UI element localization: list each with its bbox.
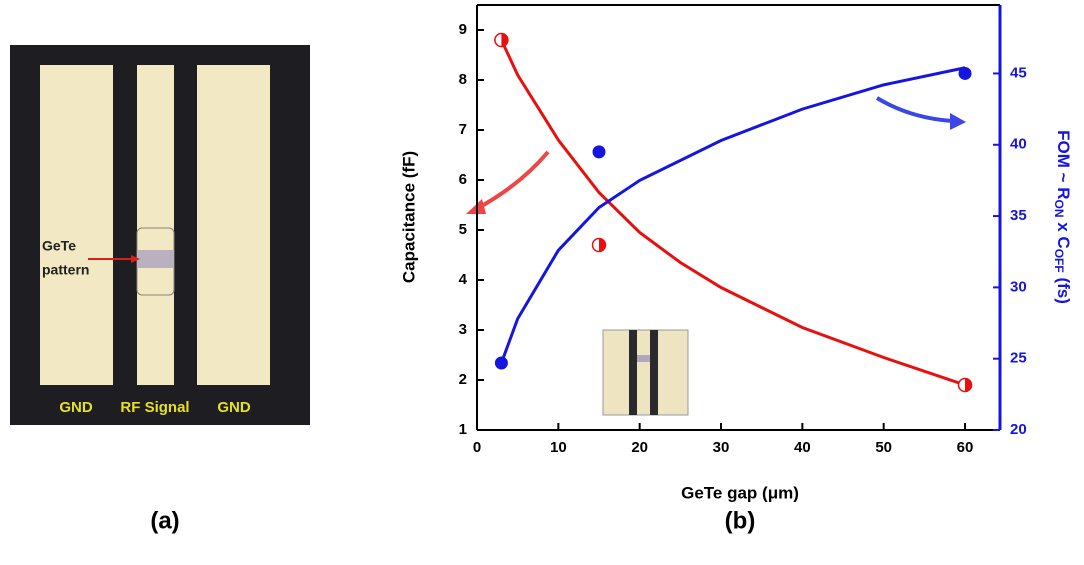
point-half [599,238,606,252]
x-tick-label: 10 [550,439,567,456]
gnd-pad [197,65,270,385]
inset-stripe [637,355,650,362]
point [957,377,973,393]
annotation: GeTe [42,238,76,254]
gete-stripe [137,250,174,268]
y-tick-label: 4 [459,271,468,288]
axis-arrow [875,96,953,123]
y-tick-label: 8 [459,71,467,88]
y2-tick-label: 20 [1010,421,1027,438]
panel-label: (a) [150,507,179,534]
inset-gap [650,330,658,415]
label-subscript: OFF [1052,249,1066,273]
y2-tick-label: 40 [1010,136,1027,153]
pad-label: GND [59,399,93,416]
panel-label: (b) [725,507,756,534]
x-tick-label: 60 [957,439,974,456]
annotation: pattern [42,262,89,278]
x-tick-label: 50 [875,439,892,456]
y2-tick-label: 45 [1010,64,1027,81]
inset-image [602,329,689,416]
label-text: (fs) [1054,273,1073,304]
y-tick-label: 7 [459,121,467,138]
point-half [965,378,972,392]
y-axis-label: Capacitance (fF) [399,151,418,283]
label-text: x C [1054,218,1073,249]
signal-pad [137,65,174,385]
y2-axis-label: FOM ~ RON x COFF (fs) [1052,130,1073,304]
fit-line [499,66,966,364]
gnd-pad [40,65,113,385]
x-tick-label: 40 [794,439,811,456]
y-tick-label: 5 [459,221,467,238]
point-half [501,33,508,47]
x-tick-label: 20 [631,439,648,456]
y2-tick-label: 25 [1010,350,1027,367]
y2-tick-label: 35 [1010,207,1027,224]
label-subscript: ON [1052,200,1066,218]
y-tick-label: 6 [459,171,467,188]
axis-arrowhead [950,113,966,130]
pointer-arrowhead [131,255,140,263]
fit-line [500,39,966,387]
y-tick-label: 3 [459,321,467,338]
pad-label: RF Signal [120,399,189,416]
y-tick-label: 9 [459,21,467,38]
point [592,145,606,159]
point [494,32,509,48]
axis-arrow [477,150,550,210]
inset-gap [629,330,637,415]
x-axis-label: GeTe gap (μm) [681,483,799,502]
label-text: FOM ~ R [1054,130,1073,199]
point [591,237,607,253]
x-tick-label: 0 [473,439,481,456]
y-tick-label: 1 [459,421,467,438]
point [494,356,508,370]
y2-tick-label: 30 [1010,278,1027,295]
pad-label: GND [217,399,251,416]
y-tick-label: 2 [459,371,467,388]
point [958,66,972,80]
x-tick-label: 30 [713,439,730,456]
